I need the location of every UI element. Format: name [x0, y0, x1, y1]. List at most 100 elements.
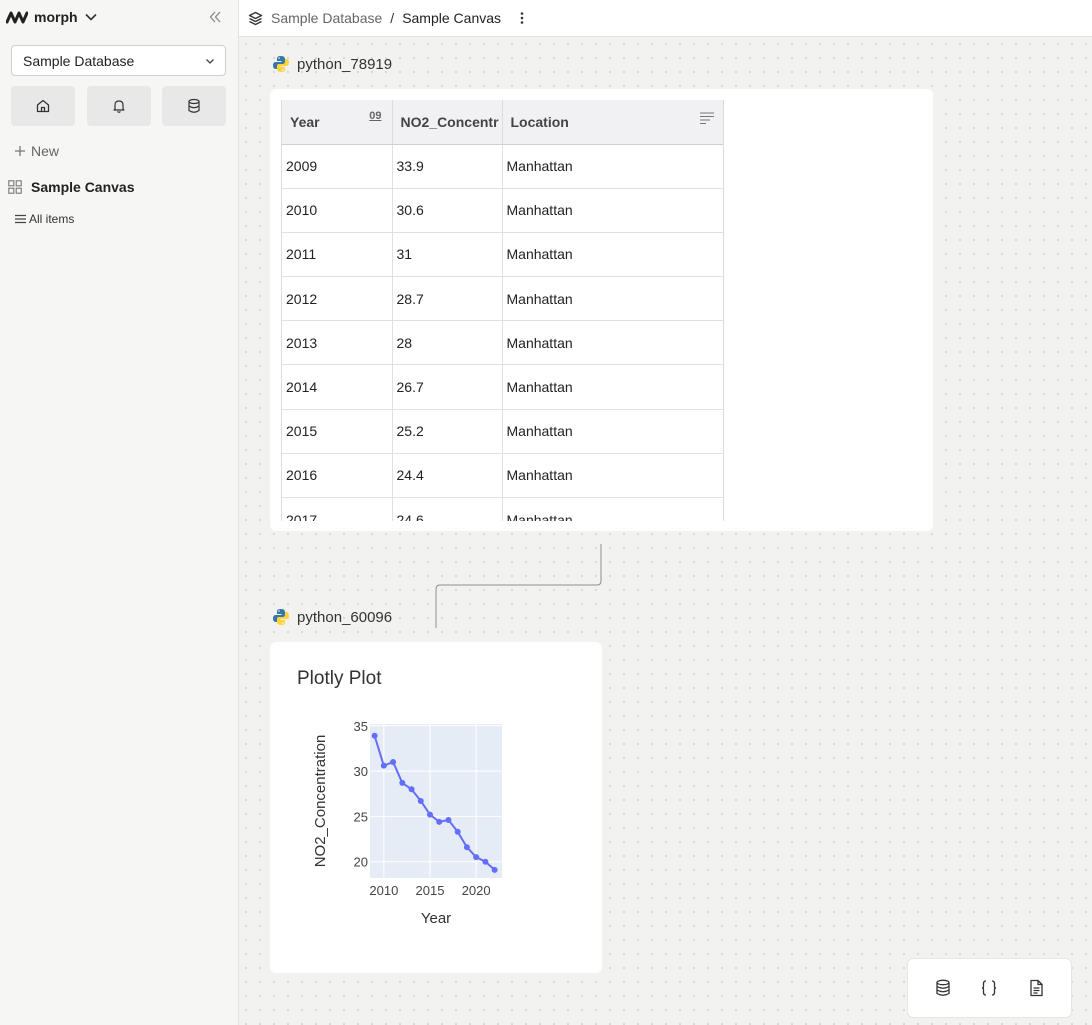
table-cell[interactable]: 2016 — [282, 453, 393, 499]
y-axis-label: NO2_Concentration — [312, 735, 329, 868]
table-cell[interactable]: 24.4 — [392, 453, 503, 499]
table-row[interactable]: 2011 31 Manhattan — [282, 232, 723, 278]
table-cell[interactable]: 2010 — [282, 188, 393, 233]
data-point[interactable] — [427, 811, 433, 818]
table-cell[interactable]: 2012 — [282, 276, 393, 322]
collapse-sidebar-button[interactable] — [206, 8, 224, 26]
edge-connector — [435, 544, 602, 628]
plot-node-card[interactable]: Plotly Plot 2010 2015 2020 20 25 30 35 Year NO… — [270, 642, 602, 973]
data-table[interactable]: Year 09 NO2_Concentr Location — [281, 100, 724, 521]
table-cell[interactable]: 28 — [392, 320, 503, 366]
x-axis-label: Year — [421, 910, 451, 927]
plus-icon — [15, 146, 25, 156]
node-name: python_78919 — [297, 55, 393, 73]
sidebar: morph Sample Database New — [0, 0, 239, 1025]
canvas[interactable]: python_78919 Year 09 NO2_Conc — [239, 37, 1092, 1025]
y-tick-label: 25 — [354, 809, 368, 824]
table-cell[interactable]: 26.7 — [392, 364, 503, 410]
database-icon — [188, 98, 200, 113]
table-cell[interactable]: 33.9 — [392, 144, 503, 189]
breadcrumb-separator: / — [390, 10, 395, 26]
data-point[interactable] — [390, 759, 397, 766]
data-point[interactable] — [380, 762, 387, 769]
table-cell[interactable]: 28.7 — [392, 276, 503, 322]
x-tick-label: 2020 — [462, 883, 491, 898]
y-tick-label: 30 — [354, 764, 368, 779]
double-chevron-left-icon — [209, 11, 221, 23]
table-cell[interactable]: Manhattan — [502, 144, 723, 189]
data-point[interactable] — [454, 828, 461, 835]
table-cell[interactable]: 2017 — [282, 497, 393, 521]
notifications-button[interactable] — [87, 86, 151, 126]
database-icon — [936, 979, 950, 996]
table-row[interactable]: 2013 28 Manhattan — [282, 320, 723, 366]
more-options-button[interactable] — [519, 11, 525, 25]
table-row[interactable]: 2010 30.6 Manhattan — [282, 188, 723, 233]
table-cell[interactable]: Manhattan — [502, 409, 723, 454]
sidebar-item-sample-canvas[interactable]: Sample Canvas — [8, 178, 135, 196]
table-row[interactable]: 2014 26.7 Manhattan — [282, 364, 723, 410]
node-label-plot[interactable]: python_60096 — [272, 607, 392, 627]
add-sql-button[interactable] — [929, 974, 957, 1002]
table-cell[interactable]: 2009 — [282, 144, 393, 189]
table-cell[interactable]: Manhattan — [502, 276, 723, 322]
data-point[interactable] — [473, 854, 480, 861]
table-row[interactable]: 2009 33.9 Manhattan — [282, 144, 723, 189]
workspace-switcher[interactable]: morph — [6, 6, 98, 28]
table-cell[interactable]: Manhattan — [502, 188, 723, 233]
table-cell[interactable]: 2014 — [282, 364, 393, 410]
table-cell[interactable]: 31 — [392, 232, 503, 278]
table-cell[interactable]: 2011 — [282, 232, 393, 278]
braces-icon — [982, 980, 997, 996]
table-row[interactable]: 2015 25.2 Manhattan — [282, 409, 723, 454]
table-cell[interactable]: Manhattan — [502, 453, 723, 499]
kebab-icon — [520, 12, 524, 24]
data-point[interactable] — [482, 858, 489, 865]
morph-logo-icon — [6, 11, 28, 24]
canvas-toolbar — [907, 958, 1072, 1018]
database-select[interactable]: Sample Database — [11, 45, 226, 76]
layers-icon — [248, 11, 263, 25]
chevron-down-icon — [84, 13, 97, 21]
table-cell[interactable]: 25.2 — [392, 409, 503, 454]
new-item-button[interactable]: New — [14, 142, 59, 160]
add-code-button[interactable] — [975, 974, 1003, 1002]
node-label-table[interactable]: python_78919 — [272, 54, 392, 74]
x-tick-label: 2015 — [416, 883, 445, 898]
y-tick-label: 35 — [354, 719, 368, 734]
table-cell[interactable]: Manhattan — [502, 232, 723, 278]
database-button[interactable] — [162, 86, 226, 126]
table-cell[interactable]: Manhattan — [502, 320, 723, 366]
table-cell[interactable]: 2013 — [282, 320, 393, 366]
home-button[interactable] — [11, 86, 75, 126]
add-document-button[interactable] — [1022, 974, 1050, 1002]
data-point[interactable] — [491, 866, 498, 873]
table-row[interactable]: 2017 24.6 Manhattan — [282, 497, 723, 521]
table-row[interactable]: 2016 24.4 Manhattan — [282, 453, 723, 499]
data-point[interactable] — [399, 779, 406, 786]
column-header-no2[interactable]: NO2_Concentr — [392, 100, 503, 145]
data-point[interactable] — [371, 732, 378, 739]
data-point[interactable] — [436, 818, 443, 825]
table-cell[interactable]: 24.6 — [392, 497, 503, 521]
node-name: python_60096 — [297, 608, 393, 626]
home-icon — [36, 99, 50, 113]
python-icon — [273, 609, 289, 625]
data-point[interactable] — [445, 817, 452, 824]
table-cell[interactable]: 2015 — [282, 409, 393, 454]
column-header-location[interactable]: Location — [502, 100, 723, 145]
table-cell[interactable]: Manhattan — [502, 497, 723, 521]
table-node-card[interactable]: Year 09 NO2_Concentr Location — [270, 89, 933, 531]
breadcrumb-database-link[interactable]: Sample Database — [271, 10, 383, 26]
data-point[interactable] — [417, 798, 424, 804]
all-items-link[interactable]: All items — [15, 211, 74, 226]
table-row[interactable]: 2012 28.7 Manhattan — [282, 276, 723, 322]
list-icon — [15, 214, 26, 223]
data-point[interactable] — [408, 786, 415, 793]
grid-icon — [8, 180, 22, 194]
table-cell[interactable]: 30.6 — [392, 188, 503, 233]
data-point[interactable] — [463, 844, 470, 851]
column-header-year[interactable]: Year 09 — [282, 100, 393, 145]
table-cell[interactable]: Manhattan — [502, 364, 723, 410]
